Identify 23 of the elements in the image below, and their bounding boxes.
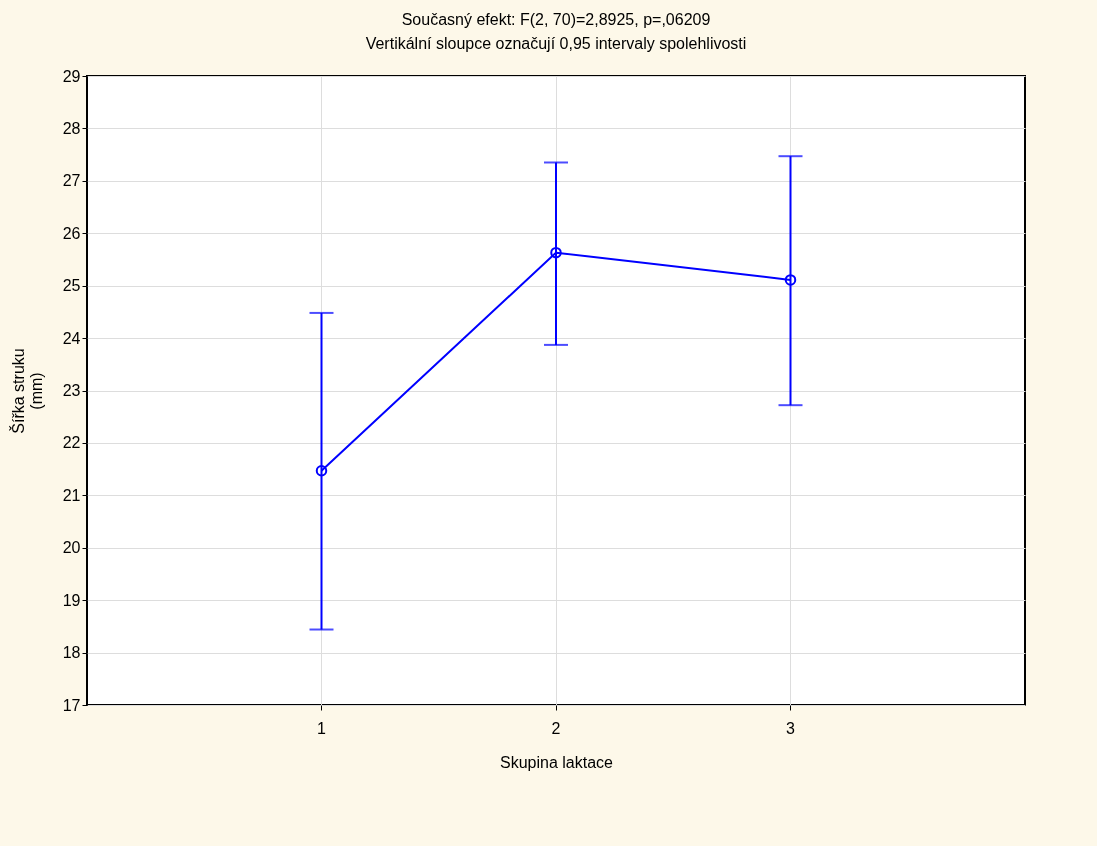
y-tick-label: 17 xyxy=(62,696,81,714)
point xyxy=(550,246,562,259)
y-tick-label: 25 xyxy=(62,277,81,295)
y-tick-label: 28 xyxy=(62,119,81,137)
x-axis-title: Skupina laktace xyxy=(500,753,614,771)
x-tick-label: 2 xyxy=(551,719,561,737)
y-tick-label: 26 xyxy=(62,224,81,242)
y-tick-label: 29 xyxy=(62,67,81,85)
y-tick-label: 18 xyxy=(62,644,81,662)
y-axis-title: Šířka struku (mm) xyxy=(8,348,45,434)
y-tick-label: 23 xyxy=(62,382,81,399)
y-tick-label: 21 xyxy=(62,486,81,504)
x-tick-label: 1 xyxy=(317,719,327,737)
chart-subtitle: Vertikální sloupce označují 0,95 intervaly spolehlivosti xyxy=(365,35,747,52)
y-tick-label: 19 xyxy=(62,591,81,609)
point xyxy=(784,274,797,286)
y-tick-label: 20 xyxy=(62,539,81,557)
y-tick-label: 27 xyxy=(62,172,81,190)
x-tick-label: 3 xyxy=(786,719,796,737)
y-tick-label: 24 xyxy=(62,329,81,347)
y-tick-label: 22 xyxy=(62,434,81,452)
chart-title: Současný efekt: F(2, 70)=2,8925, p=,06209 xyxy=(401,11,711,28)
point xyxy=(315,464,328,477)
